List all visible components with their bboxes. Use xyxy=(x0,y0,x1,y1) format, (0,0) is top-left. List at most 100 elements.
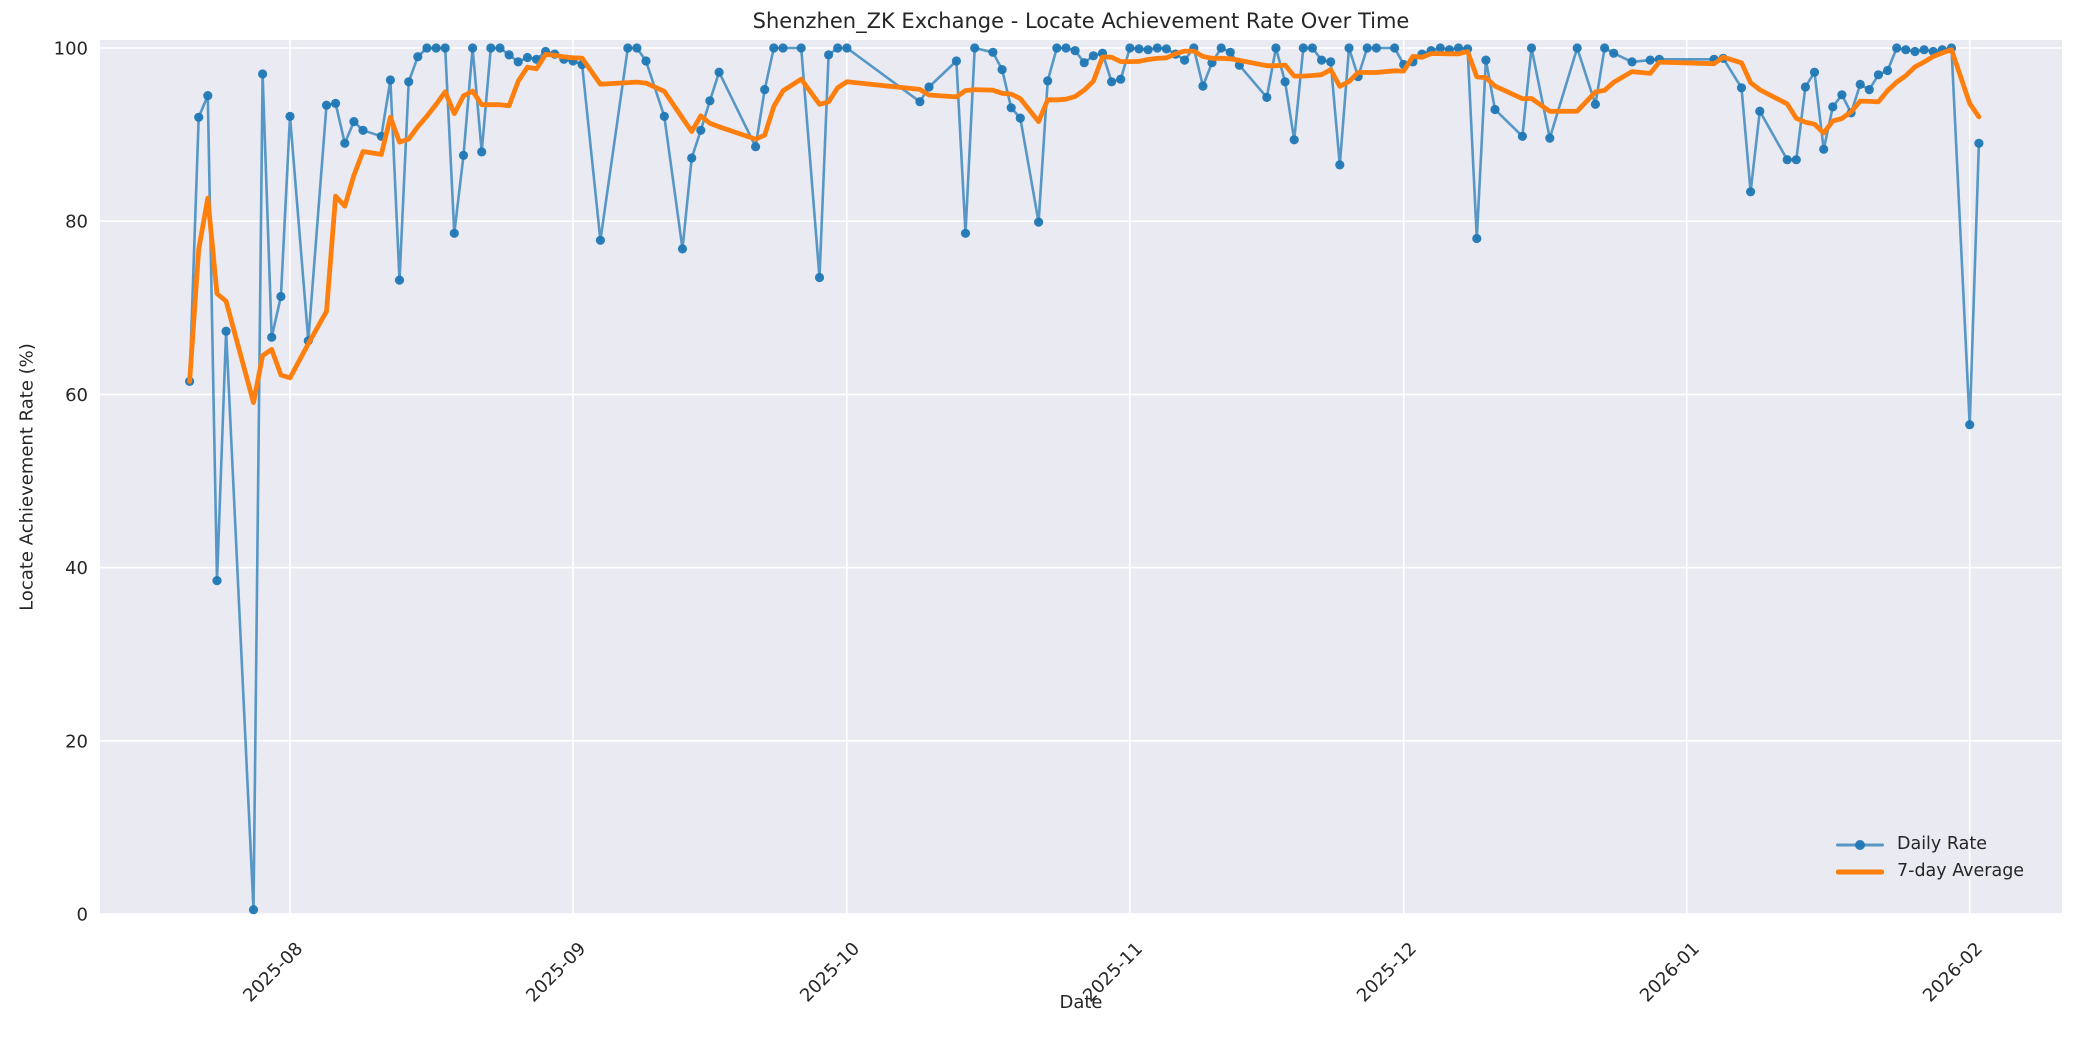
daily-rate-marker xyxy=(1600,43,1610,53)
daily-rate-marker xyxy=(258,69,268,79)
daily-rate-marker xyxy=(951,56,962,66)
daily-rate-marker xyxy=(1280,77,1290,87)
daily-rate-marker xyxy=(1481,55,1491,65)
daily-rate-marker xyxy=(915,97,925,107)
daily-rate-marker xyxy=(714,67,724,77)
daily-rate-marker xyxy=(1088,51,1098,61)
daily-rate-marker xyxy=(1006,103,1016,113)
y-tick-label: 60 xyxy=(65,385,88,406)
daily-rate-marker xyxy=(623,43,633,53)
daily-rate-marker xyxy=(1390,43,1400,53)
seven-day-average-legend-swatch xyxy=(1836,863,1884,881)
legend-item-7day-average: 7-day Average xyxy=(1836,863,2024,881)
y-tick-label: 80 xyxy=(65,212,88,233)
daily-rate-marker xyxy=(1225,47,1235,57)
daily-rate-marker xyxy=(1545,133,1555,143)
daily-rate-marker xyxy=(1837,90,1847,100)
daily-rate-marker xyxy=(1362,43,1372,53)
daily-rate-marker xyxy=(1052,43,1062,53)
daily-rate-marker xyxy=(212,576,222,586)
daily-rate-marker xyxy=(285,111,295,121)
daily-rate-marker xyxy=(1307,43,1317,53)
daily-rate-marker xyxy=(1134,44,1144,54)
daily-rate-marker xyxy=(1015,113,1025,123)
daily-rate-marker xyxy=(349,117,359,127)
daily-rate-marker xyxy=(358,125,368,135)
daily-rate-marker xyxy=(595,235,606,245)
daily-rate-marker xyxy=(705,96,715,106)
daily-rate-marker xyxy=(321,100,332,110)
daily-rate-marker xyxy=(970,43,980,53)
y-tick-label: 100 xyxy=(54,39,88,60)
daily-rate-legend-swatch xyxy=(1836,836,1884,854)
daily-rate-marker xyxy=(796,43,806,53)
daily-rate-marker xyxy=(1034,217,1044,227)
daily-rate-marker xyxy=(641,56,651,66)
axes-background xyxy=(100,40,2062,914)
daily-rate-marker xyxy=(1070,46,1080,56)
daily-rate-marker xyxy=(340,138,350,148)
daily-rate-marker xyxy=(1152,43,1162,53)
daily-rate-marker xyxy=(1061,43,1071,53)
daily-rate-marker xyxy=(1344,43,1354,53)
daily-rate-marker xyxy=(677,244,688,254)
daily-rate-marker xyxy=(1800,82,1810,92)
daily-rate-marker xyxy=(1782,155,1792,165)
daily-rate-marker xyxy=(1125,43,1135,53)
y-tick-label: 20 xyxy=(65,731,88,752)
y-tick-label: 0 xyxy=(77,905,88,926)
daily-rate-marker xyxy=(814,272,825,283)
seven-day-average-line xyxy=(187,47,1982,405)
daily-rate-marker xyxy=(833,43,843,53)
y-tick-label: 40 xyxy=(65,558,88,579)
daily-rate-marker xyxy=(1143,45,1153,55)
daily-rate-marker xyxy=(413,52,423,62)
daily-rate-marker xyxy=(1079,58,1089,68)
daily-rate-marker xyxy=(468,43,478,53)
daily-rate-marker xyxy=(267,332,277,342)
daily-rate-marker xyxy=(1974,138,1984,148)
daily-rate-marker xyxy=(1289,135,1299,145)
daily-rate-marker xyxy=(659,111,669,121)
daily-rate-marker xyxy=(1627,57,1637,67)
daily-rate-marker xyxy=(1271,43,1281,53)
daily-rate-marker xyxy=(1216,43,1226,53)
legend: Daily Rate 7-day Average xyxy=(1836,836,2024,881)
daily-rate-marker xyxy=(1736,83,1747,93)
daily-rate-marker xyxy=(458,150,469,160)
daily-rate-marker xyxy=(1317,55,1327,65)
daily-rate-marker xyxy=(632,43,642,53)
daily-rate-marker xyxy=(1819,144,1829,154)
daily-rate-marker xyxy=(960,228,971,238)
daily-rate-marker xyxy=(1180,55,1190,65)
daily-rate-marker xyxy=(1335,160,1345,170)
daily-rate-marker xyxy=(1371,43,1381,53)
daily-rate-marker xyxy=(842,43,852,53)
daily-rate-marker xyxy=(1526,43,1537,53)
daily-rate-marker xyxy=(522,52,533,63)
daily-rate-marker xyxy=(504,50,514,60)
daily-rate-marker xyxy=(203,91,213,101)
daily-rate-marker xyxy=(1435,43,1445,53)
daily-rate-marker xyxy=(194,112,204,122)
daily-rate-marker xyxy=(687,153,697,163)
daily-rate-marker xyxy=(276,291,286,302)
daily-rate-marker xyxy=(1746,187,1756,197)
daily-rate-marker xyxy=(696,125,706,135)
daily-rate-marker xyxy=(394,275,405,285)
daily-rate-marker xyxy=(1919,45,1929,55)
daily-rate-marker xyxy=(1043,76,1053,86)
daily-rate-marker xyxy=(1262,92,1272,102)
daily-rate-marker xyxy=(449,228,459,238)
daily-rate-marker xyxy=(760,85,770,95)
daily-rate-marker xyxy=(385,75,395,85)
daily-rate-marker xyxy=(1809,67,1820,77)
daily-rate-marker xyxy=(997,65,1007,75)
daily-rate-marker xyxy=(513,57,523,67)
daily-rate-marker xyxy=(1298,43,1308,53)
x-axis-label: Date xyxy=(1059,992,1103,1013)
daily-rate-marker xyxy=(1864,85,1874,95)
daily-rate-marker xyxy=(431,43,441,53)
